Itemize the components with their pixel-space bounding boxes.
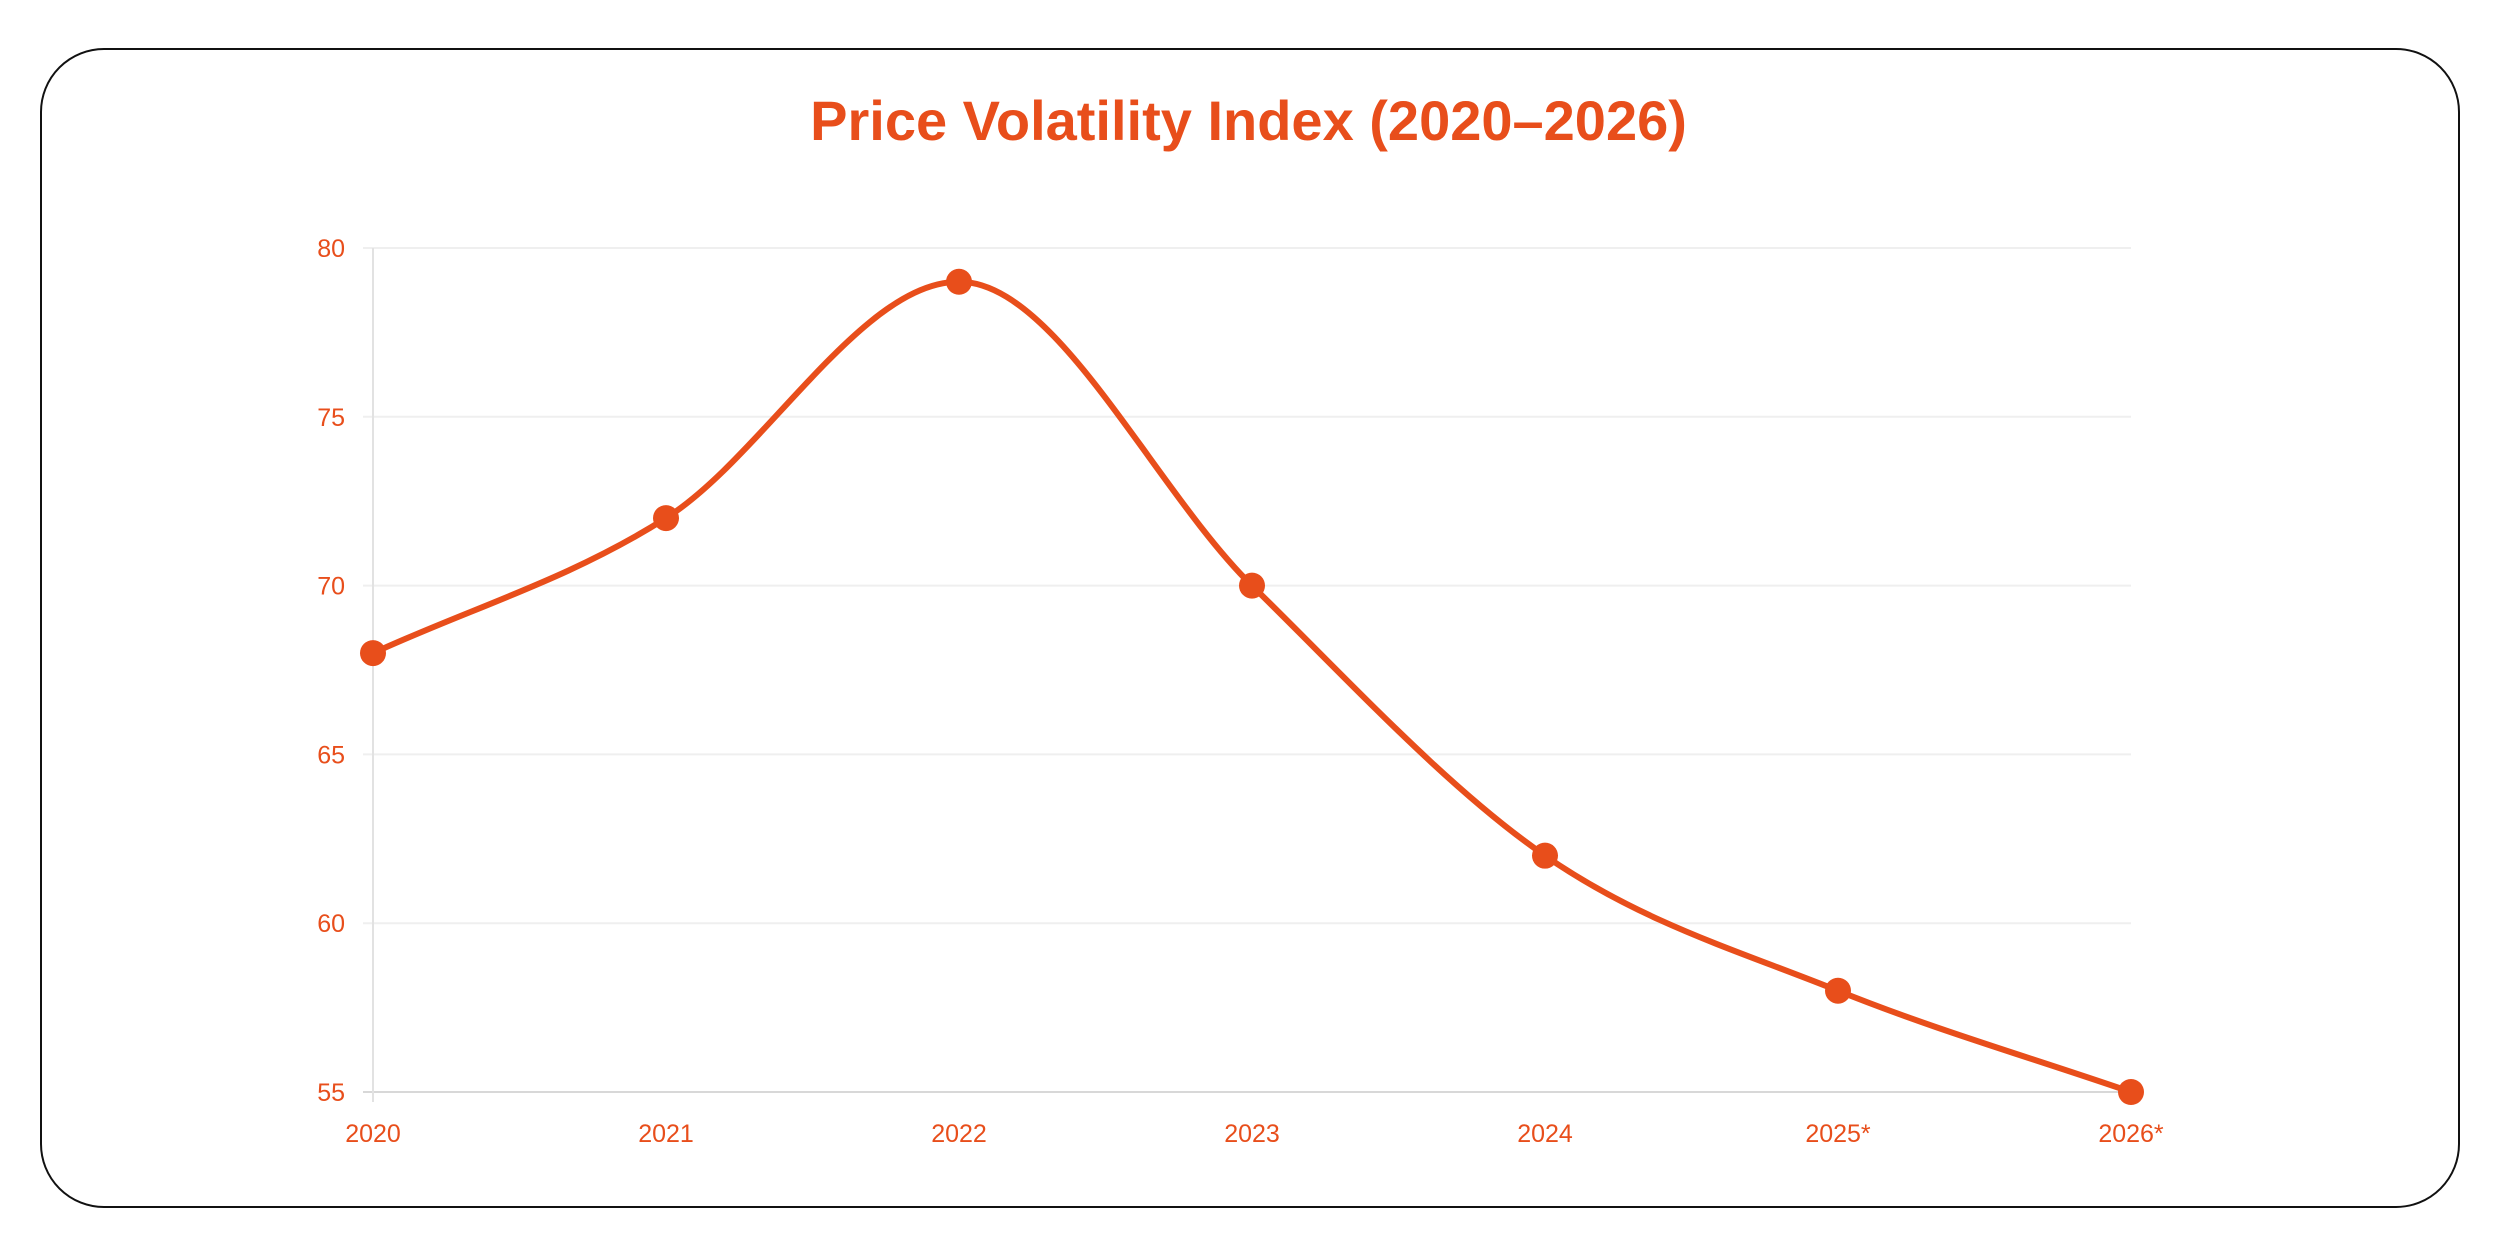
data-point (1532, 842, 1558, 869)
y-tick-label: 70 (317, 573, 345, 601)
data-point (360, 640, 386, 667)
data-point (946, 268, 972, 295)
x-tick-label: 2025* (1805, 1120, 1871, 1148)
y-tick-label: 60 (317, 910, 345, 938)
data-point (1239, 572, 1265, 599)
chart-title: Price Volatility Index (2020–2026) (810, 89, 1687, 152)
y-tick-label: 80 (317, 235, 345, 263)
y-tick-label: 75 (317, 404, 345, 432)
x-tick-label: 2021 (638, 1120, 694, 1148)
x-tick-label: 2023 (1224, 1120, 1280, 1148)
y-tick-label: 65 (317, 741, 345, 769)
data-point (2118, 1079, 2144, 1105)
data-point (1825, 977, 1851, 1004)
x-tick-label: 2022 (931, 1120, 987, 1148)
x-tick-label: 2020 (345, 1120, 401, 1148)
x-tick-label: 2026* (2098, 1120, 2164, 1148)
data-point (653, 505, 679, 532)
chart-card (40, 48, 2460, 1208)
y-tick-label: 55 (317, 1079, 345, 1107)
series-line (371, 278, 2132, 1095)
x-tick-label: 2024 (1517, 1120, 1573, 1148)
